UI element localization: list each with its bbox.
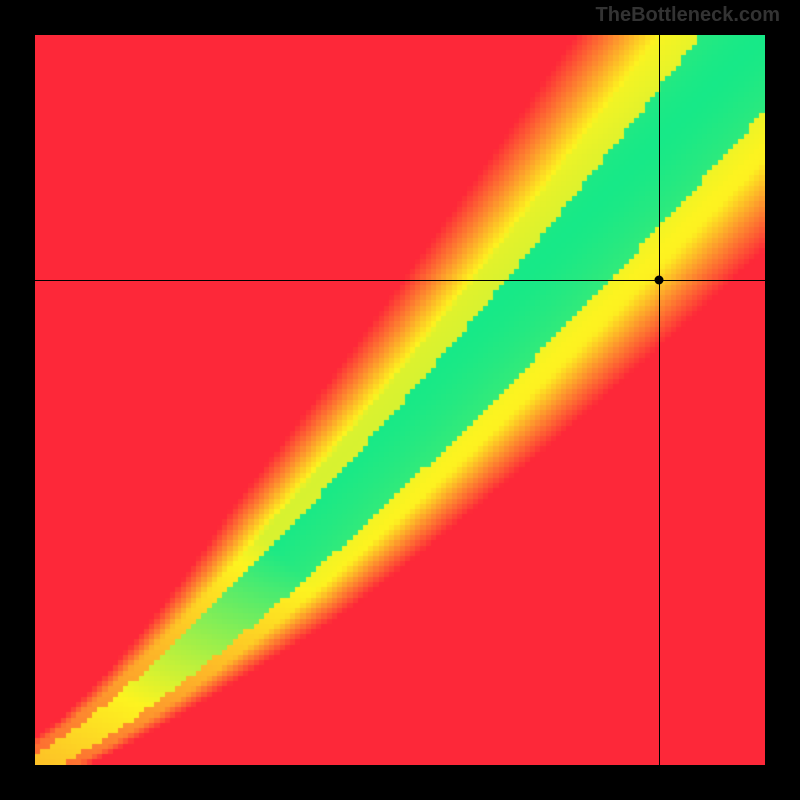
watermark-text: TheBottleneck.com bbox=[596, 4, 780, 27]
chart-container: TheBottleneck.com bbox=[0, 0, 800, 800]
heatmap-canvas bbox=[35, 35, 765, 765]
crosshair-vertical bbox=[659, 35, 660, 765]
marker-dot bbox=[655, 275, 664, 284]
plot-frame bbox=[35, 35, 765, 765]
